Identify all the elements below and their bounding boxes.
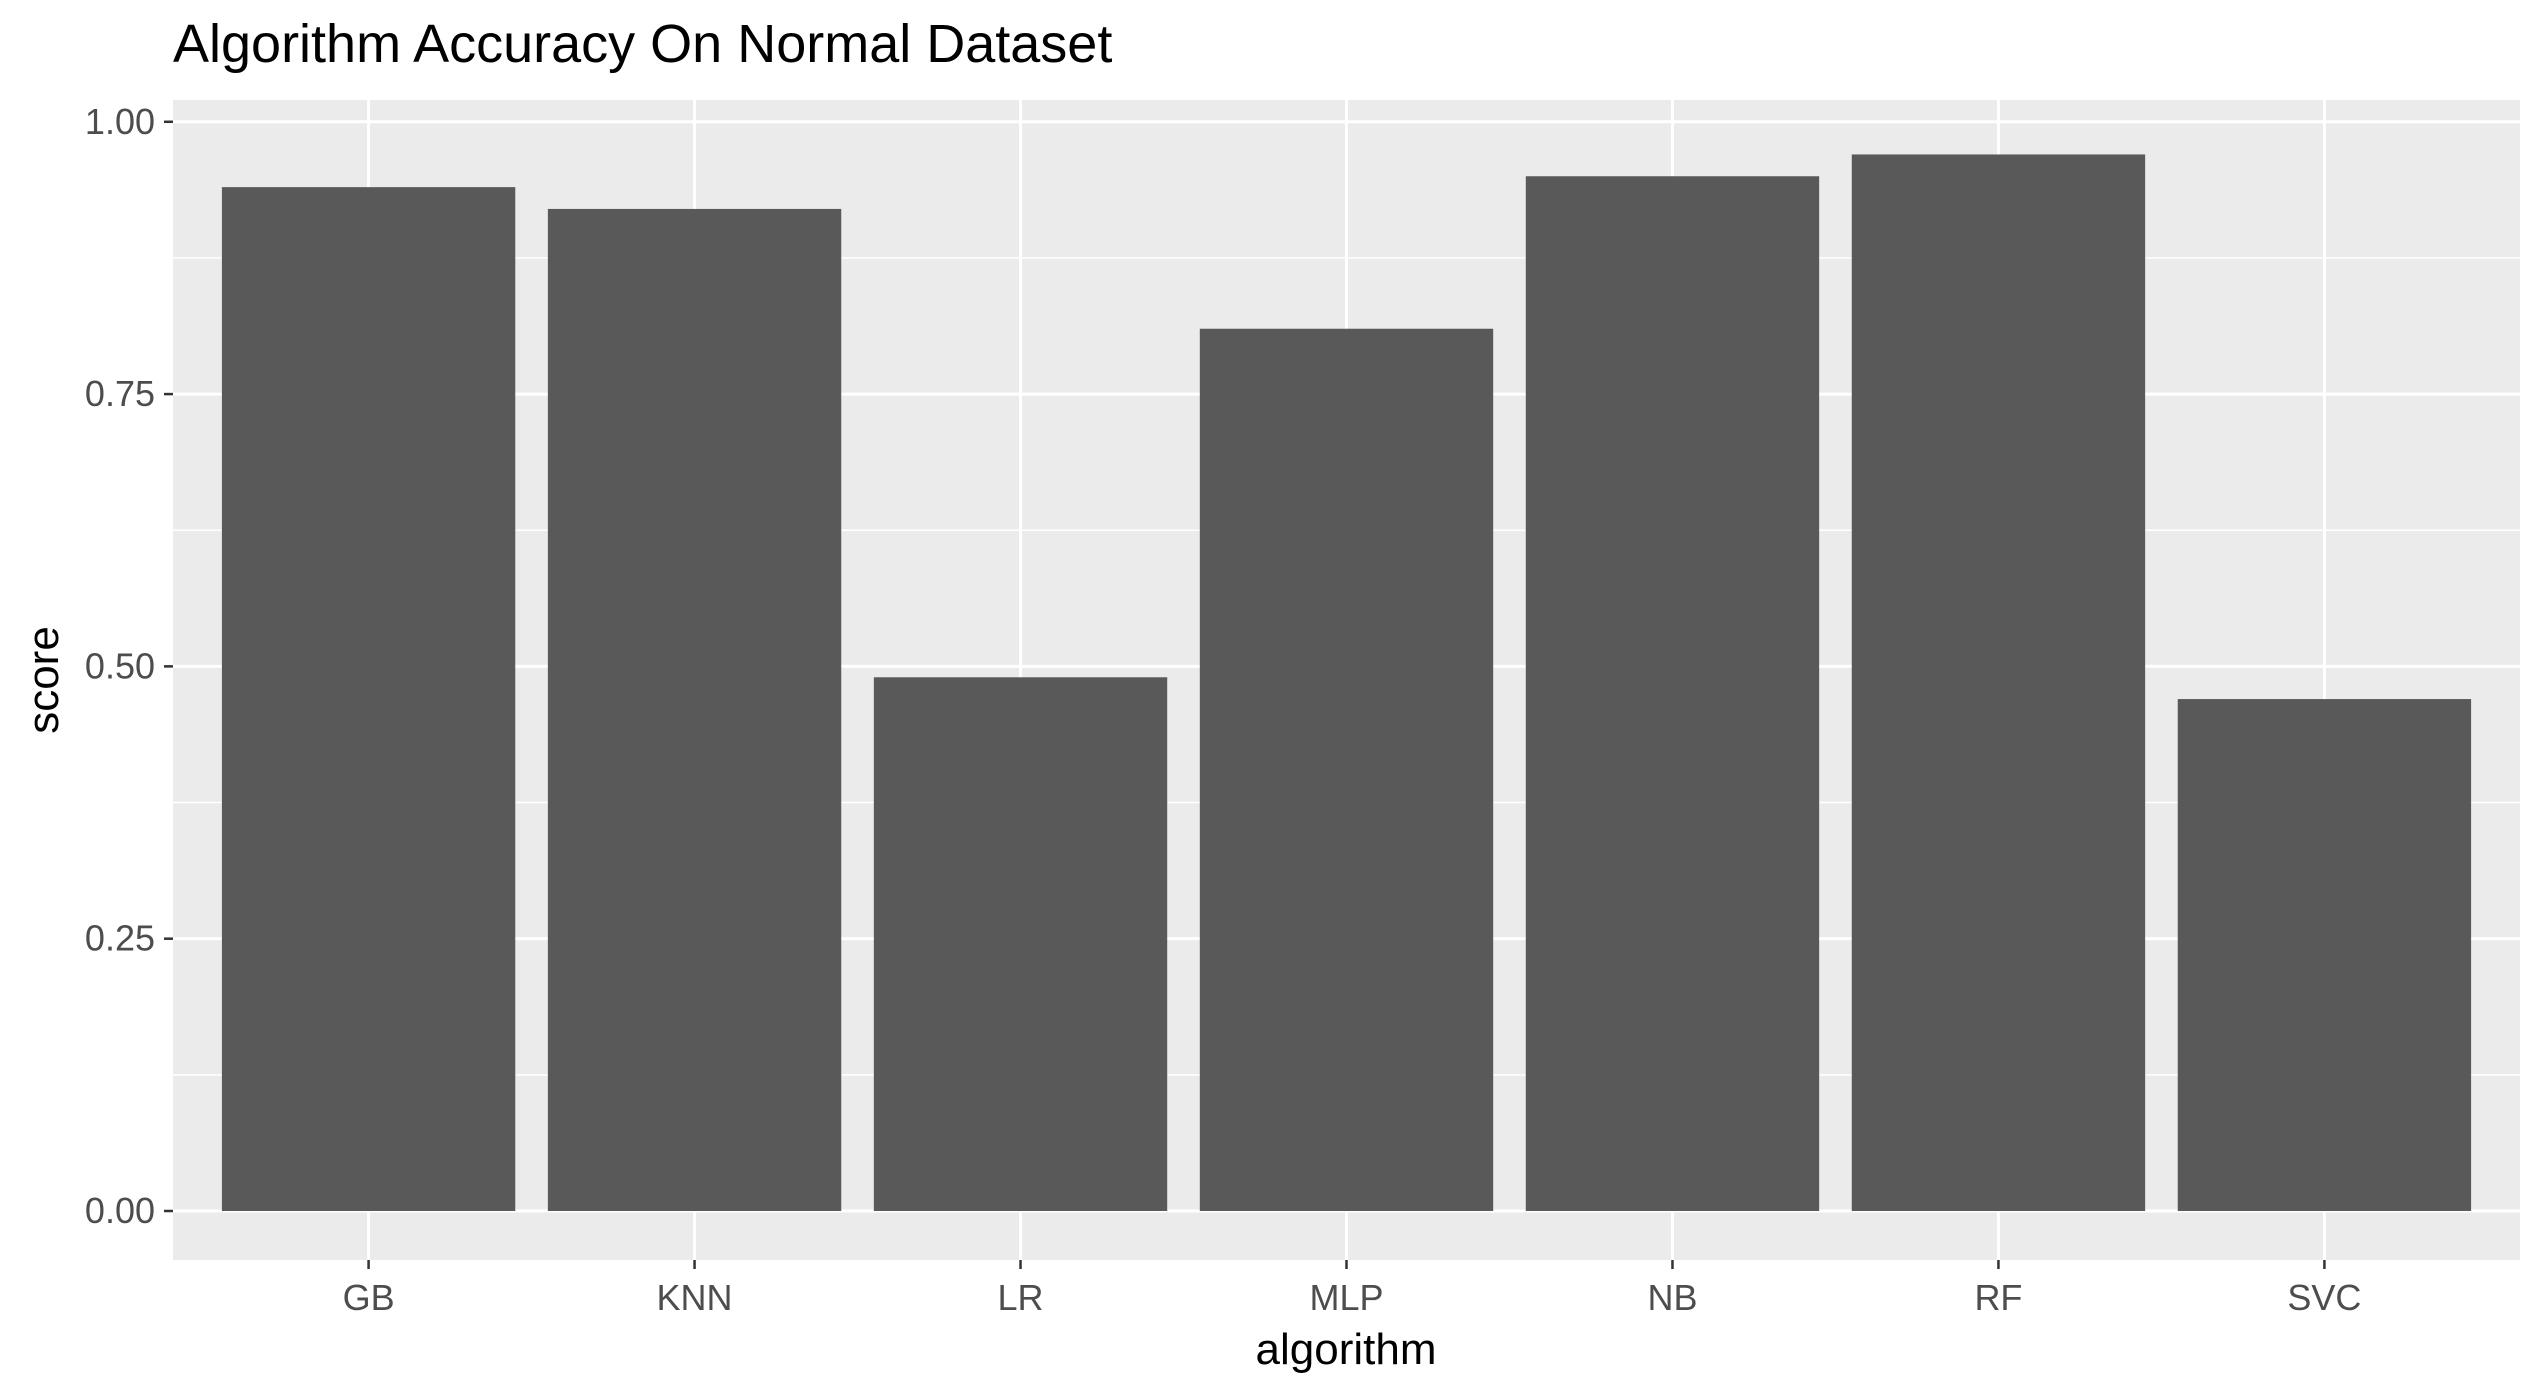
bar-knn	[547, 208, 842, 1211]
x-tick-label: RF	[1974, 1277, 2022, 1318]
x-axis-title: algorithm	[1256, 1325, 1437, 1374]
x-tick-label: KNN	[657, 1277, 733, 1318]
bar-gb	[221, 187, 516, 1211]
bar-lr	[873, 677, 1168, 1211]
x-tick-label: NB	[1647, 1277, 1697, 1318]
x-tick-label: MLP	[1309, 1277, 1383, 1318]
bar-mlp	[1199, 328, 1494, 1211]
chart-title: Algorithm Accuracy On Normal Dataset	[173, 14, 1112, 74]
y-axis-title: score	[19, 626, 68, 734]
axis-ticks: 0.00 0.25 0.50 0.75 1.00 GB KNN LR MLP NB RF SVC	[85, 101, 2362, 1318]
y-tick-label: 0.75	[85, 373, 155, 414]
x-tick-label: SVC	[2287, 1277, 2361, 1318]
y-tick-label: 0.50	[85, 645, 155, 686]
bars	[221, 154, 2472, 1211]
y-tick-label: 0.00	[85, 1190, 155, 1231]
bar-svc	[2177, 699, 2472, 1211]
x-tick-label: LR	[998, 1277, 1044, 1318]
x-tick-label: GB	[343, 1277, 395, 1318]
bar-rf	[1851, 154, 2146, 1211]
bar-nb	[1525, 176, 1820, 1211]
y-tick-label: 1.00	[85, 101, 155, 142]
y-tick-label: 0.25	[85, 918, 155, 959]
